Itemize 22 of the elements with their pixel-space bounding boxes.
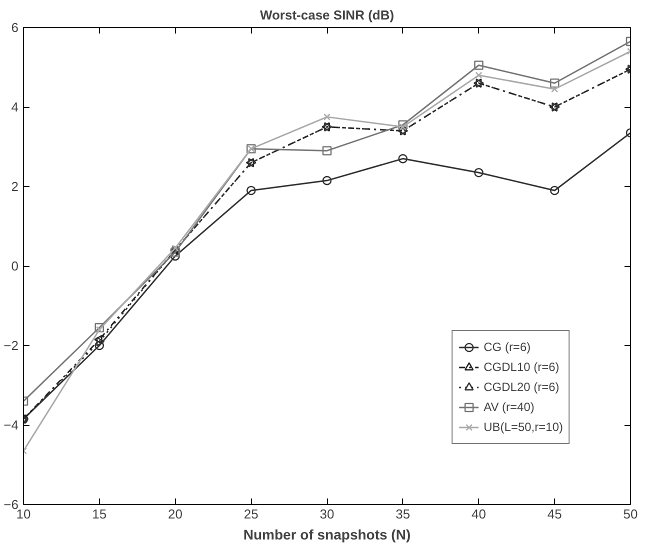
y-tick-label: −6 [4, 497, 19, 512]
y-tick-label: −4 [4, 418, 19, 432]
x-axis-title: Number of snapshots (N) [243, 526, 411, 542]
y-tick-label: −2 [4, 338, 19, 353]
y-tick-label: 2 [11, 179, 19, 194]
legend-label: CG (r=6) [484, 340, 531, 354]
x-tick-label: 15 [92, 506, 107, 522]
x-tick-label: 40 [472, 506, 486, 522]
y-tick-label: 6 [11, 20, 19, 35]
legend-label: CGDL20 (r=6) [484, 380, 560, 394]
x-tick-label: 25 [244, 506, 258, 522]
x-tick-label: 20 [168, 506, 182, 522]
legend-label: AV (r=40) [484, 400, 534, 414]
x-tick-label: 50 [623, 506, 638, 522]
y-tick-label: 0 [11, 258, 19, 274]
x-tick-label: 30 [320, 506, 334, 522]
x-tick-label: 45 [547, 506, 562, 522]
legend-label: UB(L=50,r=10) [484, 420, 563, 434]
x-tick-label: 35 [396, 506, 410, 522]
legend-label: CGDL10 (r=6) [484, 360, 560, 374]
y-tick-label: 4 [11, 100, 19, 114]
chart-title: Worst-case SINR (dB) [260, 8, 394, 22]
